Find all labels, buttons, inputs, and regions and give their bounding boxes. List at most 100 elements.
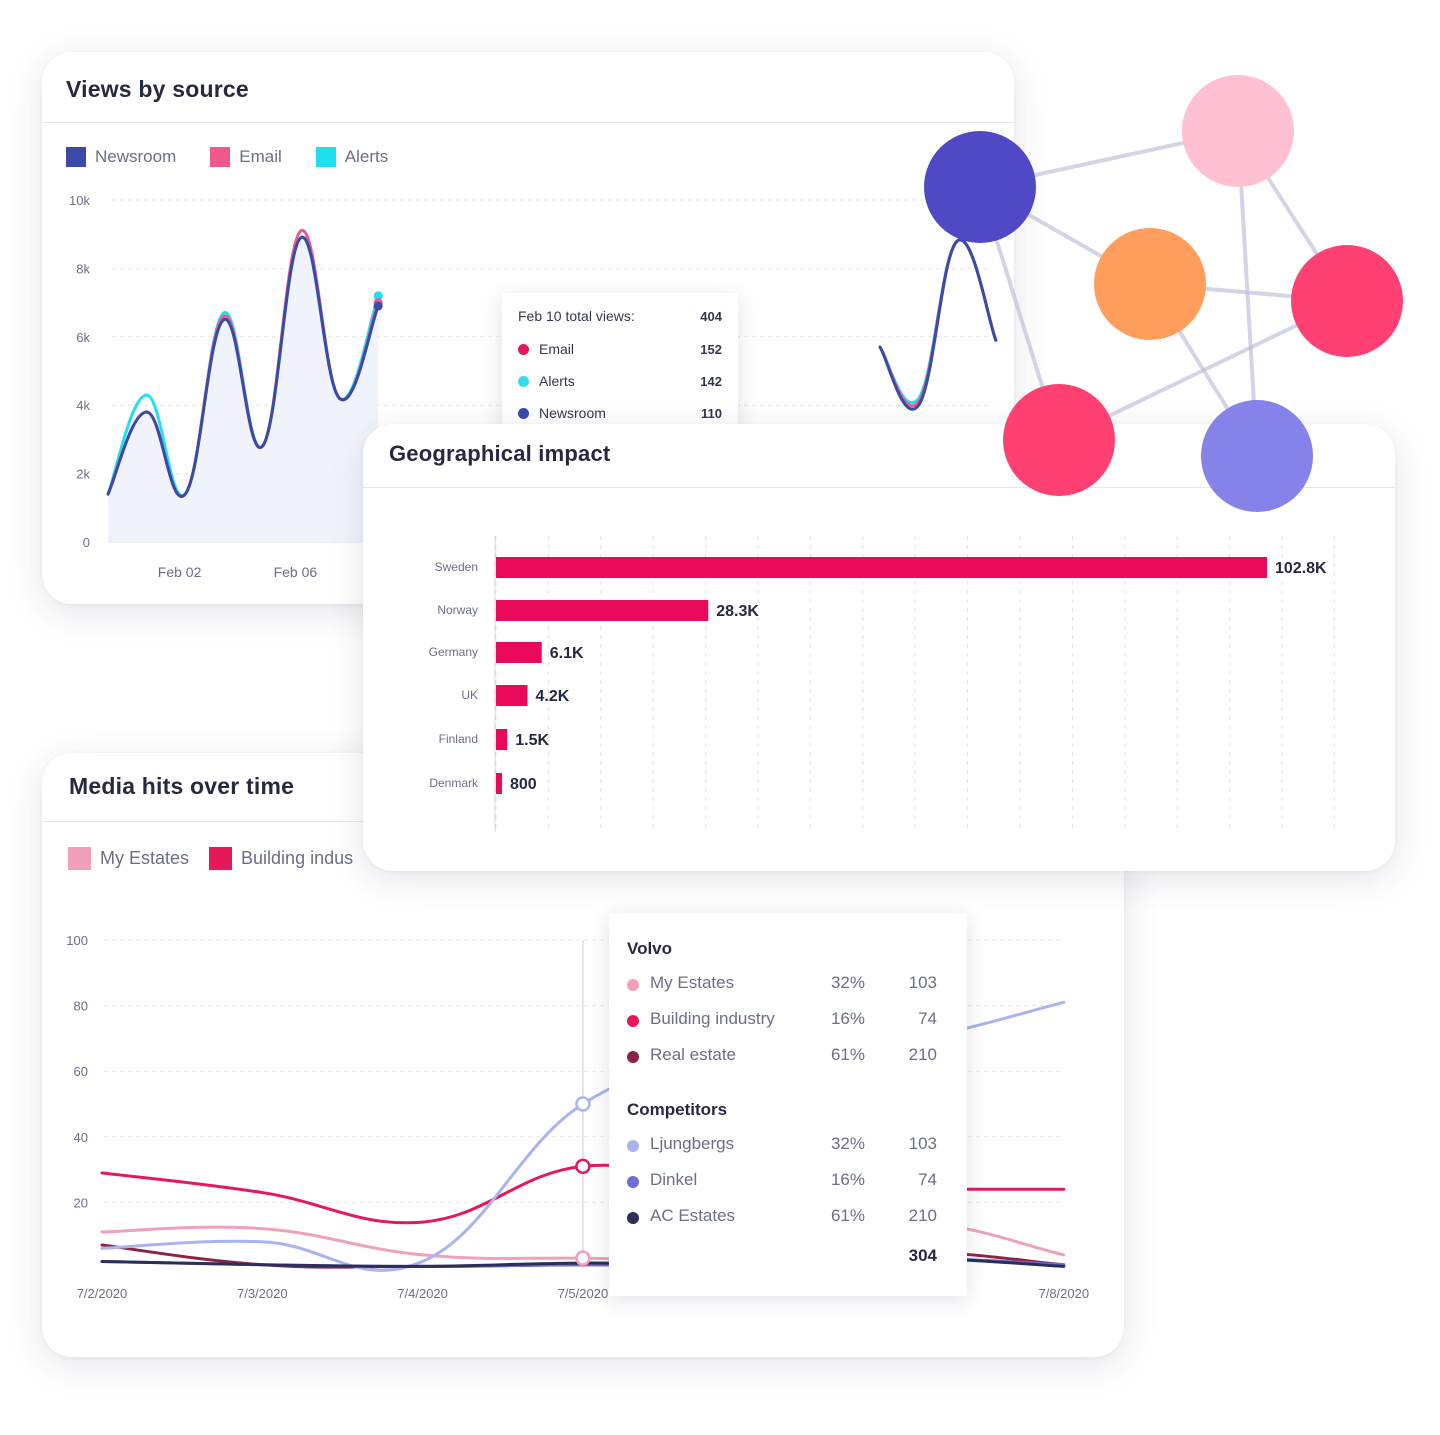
- views-card-divider: [42, 122, 1014, 123]
- tooltip-dot-email: [518, 343, 529, 355]
- views-y-tick-label: 2k: [76, 467, 90, 482]
- geo-value-label-germany: 6.1K: [550, 645, 584, 662]
- media-y-tick-label: 20: [74, 1195, 88, 1210]
- tooltip-percent-my-estates: 32%: [830, 973, 865, 992]
- legend-item-alerts[interactable]: Alerts: [315, 147, 389, 167]
- tooltip-row-dinkel: Dinkel 16% 74: [627, 1170, 937, 1194]
- media-card-title: Media hits over time: [69, 773, 295, 799]
- geo-category-label-finland: Finland: [439, 732, 478, 746]
- tooltip-grand-total: 304: [908, 1246, 937, 1265]
- geo-bar-uk: [496, 685, 528, 706]
- geo-category-label-germany: Germany: [429, 645, 478, 659]
- media-y-tick-label: 60: [74, 1064, 88, 1079]
- geo-bar-finland: [496, 729, 508, 750]
- views-x-tick-label: Feb 06: [274, 564, 318, 580]
- views-point-alerts: [373, 291, 383, 301]
- tooltip-dot-building-industry: [627, 1015, 639, 1027]
- network-edge: [1058, 299, 1348, 442]
- tooltip-dot-alerts: [518, 375, 529, 387]
- tooltip-dot-ljungbergs: [627, 1140, 639, 1152]
- tooltip-value-ac-estates: 210: [908, 1206, 937, 1225]
- geo-value-label-denmark: 800: [510, 776, 537, 793]
- tooltip-percent-building-industry: 16%: [830, 1009, 865, 1028]
- geo-value-label-norway: 28.3K: [716, 603, 759, 620]
- views-tooltip: Feb 10 total views: 404 Email 152 Alerts…: [502, 293, 738, 433]
- tooltip-label-ljungbergs: Ljungbergs: [650, 1134, 735, 1153]
- tooltip-label-dinkel: Dinkel: [650, 1170, 698, 1189]
- views-legend: Newsroom Email Alerts: [66, 147, 422, 167]
- tooltip-row-building-industry: Building industry 16% 74: [627, 1009, 937, 1033]
- geo-bar-germany: [496, 642, 542, 663]
- tooltip-row-ac-estates: AC Estates 61% 210: [627, 1206, 937, 1230]
- views-y-tick-label: 8k: [76, 261, 90, 276]
- views-y-tick-label: 6k: [76, 330, 90, 345]
- tooltip-dot-ac-estates: [627, 1212, 639, 1224]
- network-edge: [1149, 282, 1348, 303]
- geo-bar-chart: Sweden 102.8K Norway 28.3K Germany 6.1K UK 4.2K…: [429, 536, 1335, 832]
- views-y-tick-label: 4k: [76, 398, 90, 413]
- geo-bar-denmark: [496, 773, 502, 794]
- tooltip-value-alerts: 142: [700, 373, 722, 389]
- media-y-tick-label: 80: [74, 999, 88, 1014]
- views-card-title: Views by source: [66, 76, 249, 102]
- media-x-tick-label: 7/8/2020: [1038, 1286, 1089, 1301]
- geographical-impact-card: Geographical impact Sweden 102.8K Norway 28…: [363, 424, 1395, 871]
- legend-swatch-my-estates: [68, 847, 91, 870]
- tooltip-total-row: Feb 10 total views: 404: [518, 308, 722, 324]
- tooltip-group-competitors-title: Competitors: [627, 1100, 728, 1119]
- tooltip-row-alerts: Alerts 142: [518, 373, 722, 389]
- tooltip-row-newsroom: Newsroom 110: [518, 405, 722, 421]
- legend-item-my-estates[interactable]: My Estates: [68, 847, 189, 870]
- tooltip-value-building-industry: 74: [918, 1009, 937, 1028]
- tooltip-value-my-estates: 103: [908, 973, 937, 992]
- media-point-ljungbergs: [575, 1096, 591, 1112]
- legend-swatch-building-industry: [209, 847, 233, 870]
- geo-value-label-sweden: 102.8K: [1275, 560, 1327, 577]
- geo-category-label-uk: UK: [461, 688, 478, 702]
- tooltip-value-newsroom: 110: [701, 405, 722, 421]
- network-edge: [1236, 129, 1349, 303]
- tooltip-title: Feb 10 total views:: [518, 308, 635, 324]
- legend-item-building-industry[interactable]: Building indus: [209, 847, 353, 870]
- media-point-building-industry: [575, 1158, 591, 1175]
- media-legend: My Estates Building indus: [68, 847, 387, 870]
- legend-item-newsroom[interactable]: Newsroom: [66, 147, 176, 167]
- media-x-tick-label: 7/5/2020: [558, 1286, 609, 1301]
- tooltip-dot-real-estate: [627, 1051, 639, 1063]
- geo-category-label-norway: Norway: [437, 603, 478, 617]
- legend-label-alerts: Alerts: [344, 147, 389, 166]
- tooltip-group-volvo-title: Volvo: [627, 939, 673, 958]
- legend-swatch-email: [210, 147, 231, 167]
- legend-swatch-newsroom: [66, 147, 86, 167]
- media-x-tick-label: 7/4/2020: [397, 1286, 448, 1301]
- legend-label-newsroom: Newsroom: [95, 147, 177, 166]
- media-tooltip: Volvo My Estates 32% 103 Building industry 1…: [609, 913, 967, 1296]
- views-point-newsroom: [373, 301, 383, 311]
- tooltip-label-email: Email: [539, 341, 575, 357]
- tooltip-total: 404: [700, 308, 722, 324]
- legend-swatch-alerts: [315, 147, 336, 167]
- tooltip-dot-my-estates: [627, 979, 639, 991]
- network-edge: [1236, 130, 1259, 457]
- tooltip-row-email: Email 152: [518, 341, 722, 357]
- views-y-tick-label: 0: [83, 535, 90, 550]
- legend-item-email[interactable]: Email: [210, 147, 282, 167]
- tooltip-dot-newsroom: [518, 407, 529, 419]
- tooltip-label-building-industry: Building industry: [650, 1009, 775, 1028]
- geo-bar-sweden: [496, 557, 1267, 578]
- tooltip-value-real-estate: 210: [908, 1045, 937, 1064]
- geo-category-label-denmark: Denmark: [429, 776, 479, 790]
- legend-label-email: Email: [239, 147, 282, 166]
- tooltip-row-real-estate: Real estate 61% 210: [627, 1045, 937, 1069]
- network-node-red: [1291, 245, 1403, 357]
- network-node-pink: [1182, 75, 1294, 187]
- tooltip-row-my-estates: My Estates 32% 103: [627, 973, 937, 997]
- tooltip-dot-dinkel: [627, 1176, 639, 1188]
- media-x-tick-label: 7/2/2020: [77, 1286, 128, 1301]
- tooltip-percent-ac-estates: 61%: [830, 1206, 865, 1225]
- views-series-line-newsroom: [106, 236, 380, 498]
- media-x-tick-label: 7/3/2020: [237, 1286, 288, 1301]
- tooltip-percent-dinkel: 16%: [830, 1170, 865, 1189]
- geo-bar-norway: [496, 600, 709, 621]
- tooltip-percent-ljungbergs: 32%: [830, 1134, 865, 1153]
